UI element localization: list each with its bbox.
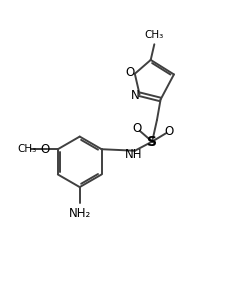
Text: CH₃: CH₃ bbox=[145, 30, 164, 40]
Text: O: O bbox=[126, 66, 135, 79]
Text: N: N bbox=[131, 89, 140, 102]
Text: O: O bbox=[40, 143, 49, 156]
Text: O: O bbox=[165, 125, 174, 138]
Text: O: O bbox=[132, 122, 141, 135]
Text: NH₂: NH₂ bbox=[69, 207, 91, 220]
Text: CH₃: CH₃ bbox=[17, 144, 36, 154]
Text: NH: NH bbox=[125, 148, 142, 161]
Text: S: S bbox=[147, 135, 157, 148]
